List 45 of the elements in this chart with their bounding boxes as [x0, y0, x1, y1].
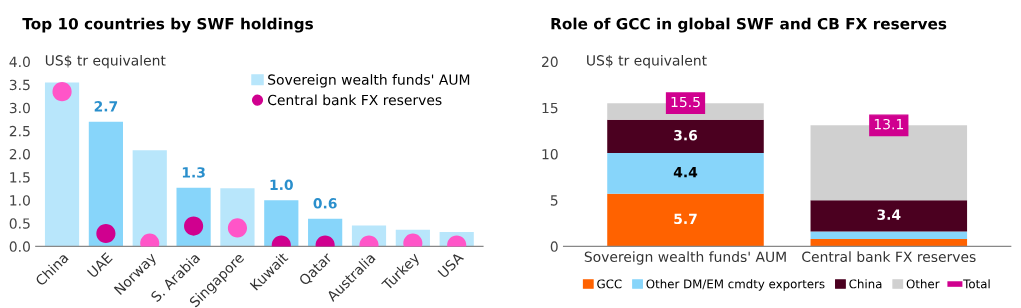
bar: [607, 193, 764, 247]
legend-label: Other DM/EM cmdty exporters: [646, 279, 825, 291]
bar: [607, 153, 764, 194]
data-label: 3.6: [674, 129, 698, 141]
y-tick-label: 3.5: [9, 79, 30, 91]
legend-label: GCC: [597, 279, 622, 289]
y-tick-label: 1.5: [10, 172, 30, 183]
data-label: 0.6: [313, 198, 337, 209]
data-label: 3.4: [877, 209, 901, 220]
x-tick-label: USA: [437, 251, 465, 279]
chart-title: Top 10 countries by SWF holdings: [22, 17, 313, 33]
bar: [810, 231, 968, 240]
y-tick-label: 2.5: [9, 125, 30, 137]
y-tick-label: 0: [550, 241, 558, 252]
bar: [44, 82, 80, 247]
legend-label: Sovereign wealth funds' AUM: [268, 74, 470, 88]
data-label: 1.0: [270, 179, 293, 191]
y-tick-label: 10: [542, 148, 558, 160]
x-tick-label: Central bank FX reserves: [802, 251, 976, 263]
y-axis-title: US$ tr equivalent: [587, 54, 707, 69]
data-label: 4.4: [673, 167, 698, 178]
data-label: 5.7: [674, 213, 697, 225]
legend-label: Total: [963, 279, 990, 289]
y-tick-label: 4.0: [9, 56, 30, 68]
y-axis-title: US$ tr equivalent: [45, 54, 166, 69]
y-tick-label: 15: [542, 102, 558, 114]
y-tick-label: 0.5: [9, 218, 30, 229]
y-tick-label: 20: [542, 56, 558, 68]
y-tick-label: 5: [550, 195, 558, 206]
data-label: 2.7: [94, 101, 118, 112]
legend-label: Other: [906, 279, 940, 289]
x-tick-label: Sovereign wealth funds' AUM: [584, 251, 786, 265]
bar: [810, 200, 968, 232]
y-tick-label: 2.0: [9, 148, 30, 160]
y-tick-label: 0.0: [9, 241, 30, 252]
legend-label: Central bank FX reserves: [268, 94, 442, 106]
bar: [810, 239, 968, 247]
point: [52, 82, 72, 102]
y-tick-label: 1.0: [10, 195, 30, 206]
chart-title: Role of GCC in global SWF and CB FX reserves: [551, 17, 947, 33]
bar: [88, 121, 123, 247]
data-label: 1.3: [182, 167, 205, 178]
y-tick-label: 3.0: [9, 102, 30, 114]
bar: [607, 119, 764, 154]
bar: [132, 150, 167, 247]
